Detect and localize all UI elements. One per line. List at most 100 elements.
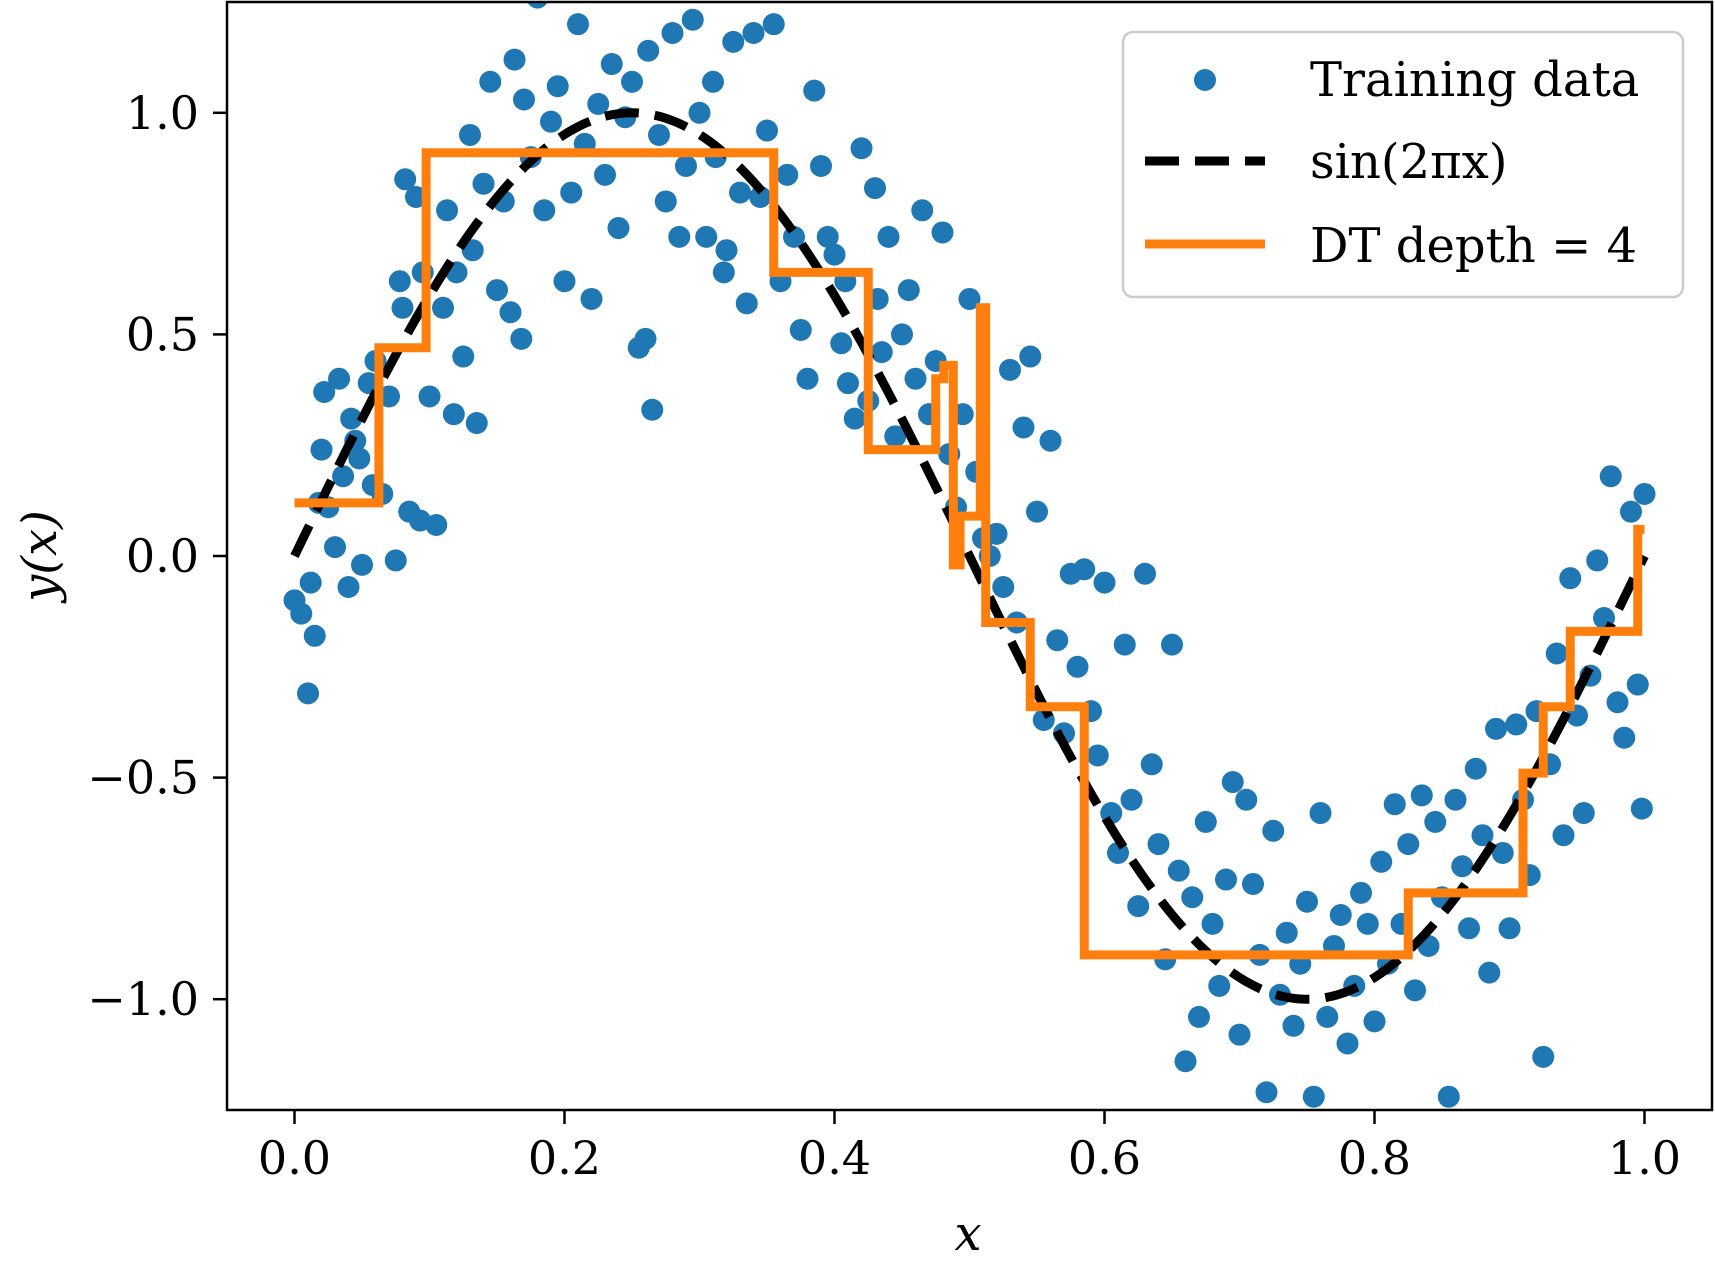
scatter-point bbox=[1255, 1081, 1278, 1104]
scatter-point bbox=[328, 367, 351, 390]
scatter-point bbox=[1404, 979, 1426, 1002]
x-tick-label: 0.2 bbox=[528, 1131, 601, 1185]
scatter-point bbox=[1559, 567, 1582, 590]
scatter-point bbox=[1046, 629, 1069, 652]
scatter-point bbox=[1316, 1005, 1339, 1028]
scatter-point bbox=[897, 279, 920, 302]
y-tick-label: 0.0 bbox=[126, 529, 199, 583]
scatter-point bbox=[668, 225, 691, 248]
scatter-point bbox=[391, 296, 414, 319]
scatter-point bbox=[513, 88, 535, 111]
scatter-point bbox=[776, 163, 799, 186]
scatter-point bbox=[1039, 429, 1062, 452]
y-axis-title: y(x) bbox=[12, 510, 68, 604]
scatter-point bbox=[1147, 833, 1170, 856]
scatter-point bbox=[870, 341, 893, 364]
scatter-point bbox=[796, 367, 819, 390]
scatter-point bbox=[472, 172, 495, 195]
legend-marker-training-data bbox=[1194, 69, 1216, 91]
scatter-point bbox=[810, 154, 832, 177]
scatter-point bbox=[600, 53, 623, 76]
scatter-point bbox=[527, 2, 548, 9]
scatter-point bbox=[1282, 1014, 1305, 1037]
y-tick-label: −0.5 bbox=[87, 751, 199, 805]
scatter-point bbox=[1478, 961, 1501, 984]
scatter-point bbox=[999, 358, 1021, 381]
scatter-point bbox=[661, 22, 684, 45]
scatter-point bbox=[1026, 500, 1048, 523]
scatter-point bbox=[1451, 855, 1474, 878]
scatter-point bbox=[1458, 917, 1480, 940]
scatter-point bbox=[1235, 788, 1258, 811]
scatter-point bbox=[1120, 788, 1143, 811]
scatter-point bbox=[712, 261, 735, 284]
scatter-point bbox=[594, 163, 616, 186]
legend-label-sine: sin(2πx) bbox=[1310, 134, 1508, 190]
scatter-point bbox=[803, 79, 826, 102]
scatter-point bbox=[1296, 890, 1318, 913]
scatter-point bbox=[1127, 895, 1150, 918]
scatter-point bbox=[499, 301, 522, 324]
scatter-point bbox=[546, 75, 569, 98]
scatter-point bbox=[648, 123, 670, 146]
scatter-point bbox=[486, 279, 508, 302]
scatter-point bbox=[587, 92, 610, 115]
scatter-point bbox=[479, 70, 502, 93]
y-axis: −1.0 −0.5 0.0 0.5 1.0 bbox=[87, 86, 227, 1026]
scatter-point bbox=[1208, 974, 1231, 997]
scatter-point bbox=[681, 8, 704, 31]
y-tick-label: −1.0 bbox=[87, 972, 199, 1026]
scatter-point bbox=[756, 119, 778, 142]
scatter-point bbox=[1113, 633, 1136, 656]
x-axis: 0.0 0.2 0.4 0.6 0.8 1.0 bbox=[258, 1110, 1681, 1185]
scatter-point bbox=[904, 367, 927, 390]
scatter-point bbox=[1505, 713, 1528, 736]
scatter-point bbox=[553, 270, 576, 293]
scatter-point bbox=[1134, 562, 1156, 585]
scatter-point bbox=[607, 217, 630, 240]
scatter-point bbox=[1485, 717, 1507, 740]
scatter-point bbox=[1329, 903, 1352, 926]
scatter-point bbox=[837, 372, 859, 395]
scatter-point bbox=[1228, 1023, 1251, 1046]
scatter-point bbox=[1356, 912, 1379, 935]
scatter-point bbox=[540, 110, 562, 133]
scatter-point bbox=[384, 549, 407, 572]
scatter-point bbox=[1572, 802, 1595, 825]
scatter-point bbox=[1613, 726, 1636, 749]
scatter-point bbox=[388, 270, 411, 293]
scatter-point bbox=[1552, 824, 1575, 847]
scatter-point bbox=[1370, 850, 1393, 873]
scatter-point bbox=[1498, 917, 1521, 940]
scatter-point bbox=[1444, 788, 1467, 811]
scatter-point bbox=[332, 465, 355, 488]
scatter-point bbox=[348, 447, 371, 470]
scatter-point bbox=[641, 398, 664, 421]
scatter-point bbox=[637, 39, 660, 62]
scatter-point bbox=[816, 225, 839, 248]
scatter-point bbox=[749, 186, 772, 209]
scatter-point bbox=[1174, 1050, 1197, 1073]
scatter-point bbox=[702, 70, 724, 93]
scatter-point bbox=[1066, 655, 1089, 678]
scatter-point bbox=[432, 296, 454, 319]
scatter-point bbox=[823, 243, 846, 266]
scatter-point bbox=[1336, 1032, 1359, 1055]
scatter-point bbox=[1012, 416, 1035, 439]
scatter-point bbox=[533, 199, 556, 222]
scatter-point bbox=[789, 318, 812, 341]
scatter-point bbox=[510, 327, 533, 350]
scatter-point bbox=[1606, 691, 1629, 714]
scatter-point bbox=[891, 323, 913, 346]
scatter-point bbox=[830, 332, 853, 355]
x-tick-label: 0.4 bbox=[798, 1131, 871, 1185]
scatter-point bbox=[303, 624, 326, 647]
scatter-point bbox=[1215, 868, 1237, 891]
x-tick-label: 0.6 bbox=[1068, 1131, 1141, 1185]
scatter-point bbox=[1309, 802, 1332, 825]
y-tick-label: 1.0 bbox=[126, 86, 199, 140]
scatter-point bbox=[1545, 642, 1568, 665]
scatter-point bbox=[340, 407, 363, 430]
scatter-point bbox=[621, 70, 643, 93]
